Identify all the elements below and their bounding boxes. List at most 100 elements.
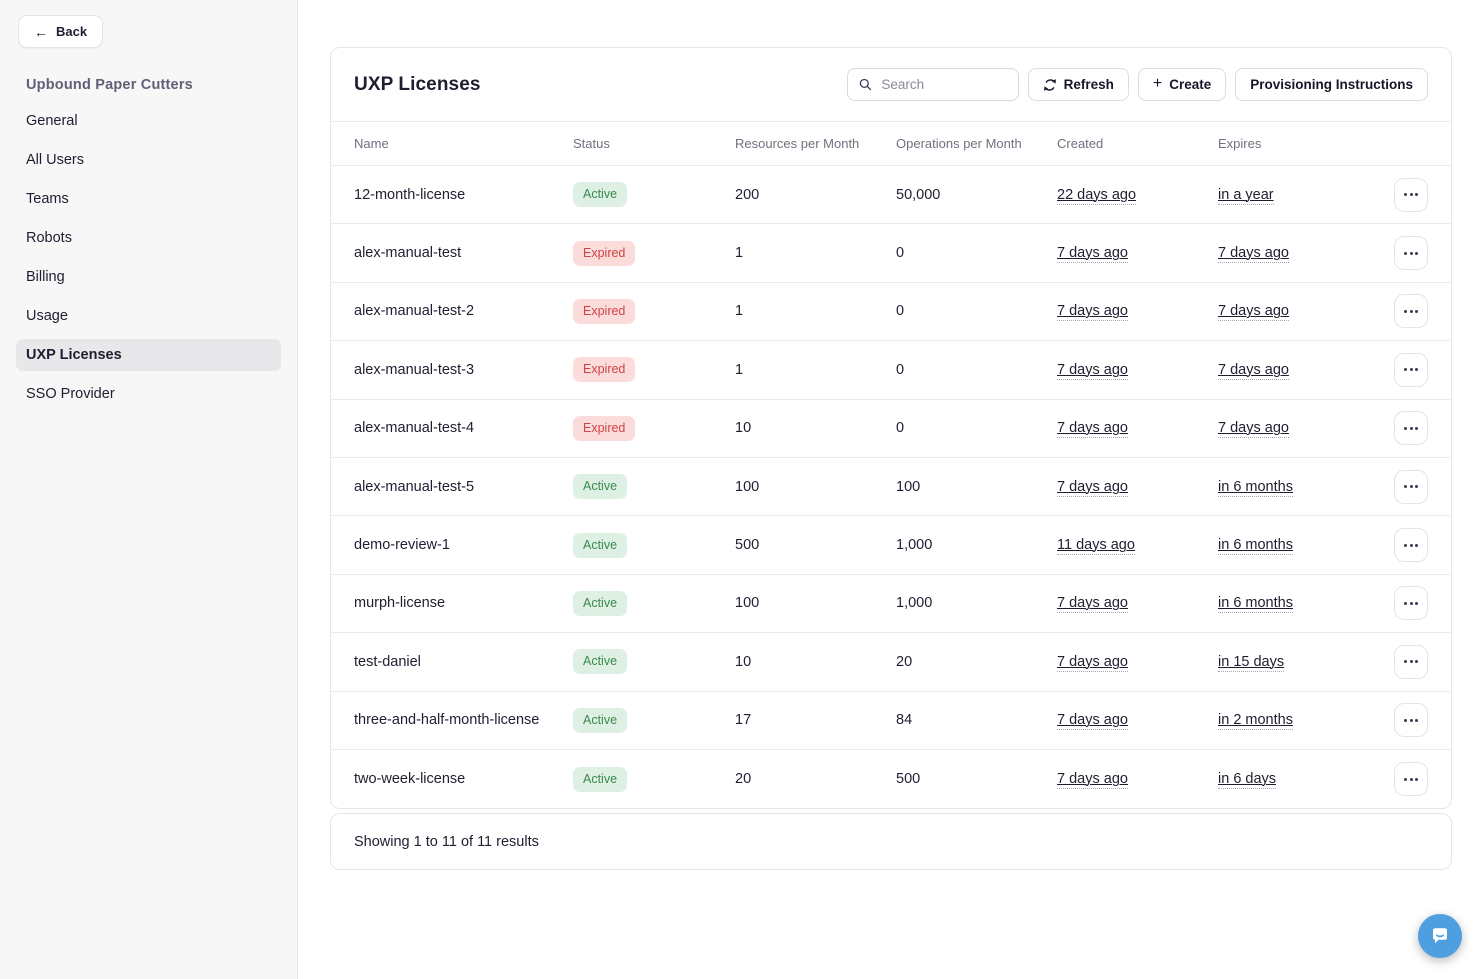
created-date: 7 days ago <box>1057 653 1128 672</box>
created-date: 7 days ago <box>1057 595 1128 614</box>
sidebar-item-general[interactable]: General <box>26 113 78 129</box>
ellipsis-icon <box>1404 660 1407 664</box>
refresh-icon <box>1043 78 1056 91</box>
back-button[interactable]: ← Back <box>18 15 104 48</box>
table-row: three-and-half-month-license Active 17 8… <box>331 692 1451 750</box>
created-date: 7 days ago <box>1057 361 1128 380</box>
created-date: 7 days ago <box>1057 303 1128 322</box>
provisioning-instructions-button[interactable]: Provisioning Instructions <box>1235 68 1428 101</box>
sidebar-item-usage[interactable]: Usage <box>26 308 68 324</box>
operations-per-month-value: 84 <box>896 712 913 729</box>
back-arrow-icon: ← <box>34 23 48 40</box>
license-name: 12-month-license <box>354 186 466 203</box>
row-more-button[interactable] <box>1394 762 1428 797</box>
operations-per-month-value: 0 <box>896 245 905 262</box>
row-more-button[interactable] <box>1394 703 1428 738</box>
ellipsis-icon <box>1404 601 1407 605</box>
card-header: UXP Licenses <box>331 48 1451 122</box>
resources-per-month-value: 500 <box>735 537 760 554</box>
row-more-button[interactable] <box>1394 177 1428 212</box>
resources-per-month-value: 1 <box>735 245 744 262</box>
operations-per-month-value: 100 <box>896 478 921 495</box>
search-input[interactable] <box>879 76 1007 93</box>
column-header-name: Name <box>354 136 389 151</box>
row-more-button[interactable] <box>1394 469 1428 504</box>
results-count: Showing 1 to 11 of 11 results <box>354 833 539 850</box>
status-badge: Active <box>573 766 628 792</box>
status-badge: Active <box>573 649 628 675</box>
table-row: alex-manual-test Expired 1 0 7 days ago … <box>331 224 1451 283</box>
status-badge: Expired <box>573 298 636 324</box>
create-button[interactable]: + Create <box>1137 68 1227 101</box>
resources-per-month-value: 17 <box>735 712 752 729</box>
row-more-button[interactable] <box>1394 352 1428 387</box>
operations-per-month-value: 1,000 <box>896 595 933 612</box>
created-date: 22 days ago <box>1057 186 1137 205</box>
expires-date: 7 days ago <box>1218 245 1289 264</box>
operations-per-month-value: 0 <box>896 303 905 320</box>
ellipsis-icon <box>1404 426 1407 430</box>
create-button-label: Create <box>1169 77 1212 92</box>
column-header-status: Status <box>573 136 610 151</box>
ellipsis-icon <box>1404 368 1407 372</box>
back-button-label: Back <box>56 24 88 39</box>
row-more-button[interactable] <box>1394 528 1428 563</box>
status-badge: Active <box>573 590 628 616</box>
expires-date: in 6 months <box>1218 478 1293 497</box>
org-name: Upbound Paper Cutters <box>26 77 193 93</box>
license-name: two-week-license <box>354 771 466 788</box>
column-header-operations-per-month: Operations per Month <box>896 136 1022 151</box>
search-box[interactable] <box>846 68 1019 101</box>
resources-per-month-value: 1 <box>735 361 744 378</box>
ellipsis-icon <box>1404 251 1407 255</box>
created-date: 7 days ago <box>1057 245 1128 264</box>
refresh-button[interactable]: Refresh <box>1027 68 1129 101</box>
table-row: alex-manual-test-5 Active 100 100 7 days… <box>331 458 1451 517</box>
table-row: test-daniel Active 10 20 7 days ago in 1… <box>331 633 1451 692</box>
expires-date: in 2 months <box>1218 712 1293 731</box>
row-more-button[interactable] <box>1394 586 1428 621</box>
status-badge: Active <box>573 707 628 733</box>
license-name: alex-manual-test-2 <box>354 303 475 320</box>
ellipsis-icon <box>1404 309 1407 313</box>
created-date: 7 days ago <box>1057 771 1128 790</box>
ellipsis-icon <box>1404 193 1407 197</box>
expires-date: in 6 months <box>1218 595 1293 614</box>
resources-per-month-value: 10 <box>735 420 752 437</box>
row-more-button[interactable] <box>1394 411 1428 446</box>
expires-date: 7 days ago <box>1218 361 1289 380</box>
resources-per-month-value: 1 <box>735 303 744 320</box>
sidebar-item-robots[interactable]: Robots <box>26 230 72 246</box>
sidebar-item-teams[interactable]: Teams <box>26 191 69 207</box>
status-badge: Expired <box>573 357 636 383</box>
expires-date: 7 days ago <box>1218 420 1289 439</box>
table-row: alex-manual-test-3 Expired 1 0 7 days ag… <box>331 341 1451 400</box>
sidebar-item-sso-provider[interactable]: SSO Provider <box>26 386 115 402</box>
license-name: murph-license <box>354 595 446 612</box>
row-more-button[interactable] <box>1394 294 1428 329</box>
expires-date: in 15 days <box>1218 653 1285 672</box>
created-date: 11 days ago <box>1057 537 1135 556</box>
status-badge: Active <box>573 182 628 208</box>
expires-date: in 6 days <box>1218 771 1277 790</box>
chat-launcher-button[interactable] <box>1418 914 1462 958</box>
row-more-button[interactable] <box>1394 644 1428 679</box>
license-name: alex-manual-test <box>354 245 462 262</box>
search-icon <box>859 78 871 91</box>
sidebar-item-billing[interactable]: Billing <box>26 269 65 285</box>
table-body: 12-month-license Active 200 50,000 22 da… <box>331 166 1451 808</box>
sidebar-item-all-users[interactable]: All Users <box>26 152 85 168</box>
sidebar-item-uxp-licenses[interactable]: UXP Licenses <box>16 339 281 371</box>
column-header-created: Created <box>1057 136 1104 151</box>
sidebar-nav: General All Users Teams Robots Billing Usage U… <box>16 105 281 410</box>
page-title: UXP Licenses <box>354 73 481 95</box>
expires-date: in 6 months <box>1218 537 1293 556</box>
resources-per-month-value: 100 <box>735 478 760 495</box>
resources-per-month-value: 20 <box>735 771 752 788</box>
column-header-resources-per-month: Resources per Month <box>735 136 860 151</box>
refresh-button-label: Refresh <box>1063 77 1114 92</box>
created-date: 7 days ago <box>1057 712 1128 731</box>
row-more-button[interactable] <box>1394 236 1428 271</box>
status-badge: Expired <box>573 415 636 441</box>
